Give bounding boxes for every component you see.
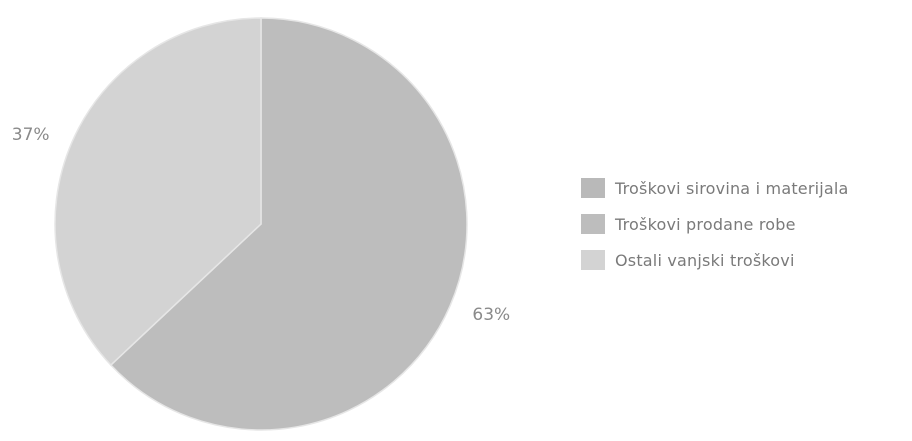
pie-slice-3 — [54, 17, 262, 367]
legend-swatch-3 — [581, 250, 605, 270]
pie-slice-2 — [109, 17, 468, 431]
legend: Troškovi sirovina i materijala Troškovi … — [581, 174, 849, 274]
legend-item-3: Ostali vanjski troškovi — [581, 246, 849, 274]
legend-item-1: Troškovi sirovina i materijala — [581, 174, 849, 202]
pie-label-3: 37% — [12, 125, 50, 145]
legend-label-1: Troškovi sirovina i materijala — [615, 178, 849, 198]
legend-label-2: Troškovi prodane robe — [615, 214, 796, 234]
pie-label-2: 63% — [472, 305, 510, 325]
legend-swatch-2 — [581, 214, 605, 234]
legend-swatch-1 — [581, 178, 605, 198]
legend-item-2: Troškovi prodane robe — [581, 210, 849, 238]
legend-label-3: Ostali vanjski troškovi — [615, 250, 795, 270]
